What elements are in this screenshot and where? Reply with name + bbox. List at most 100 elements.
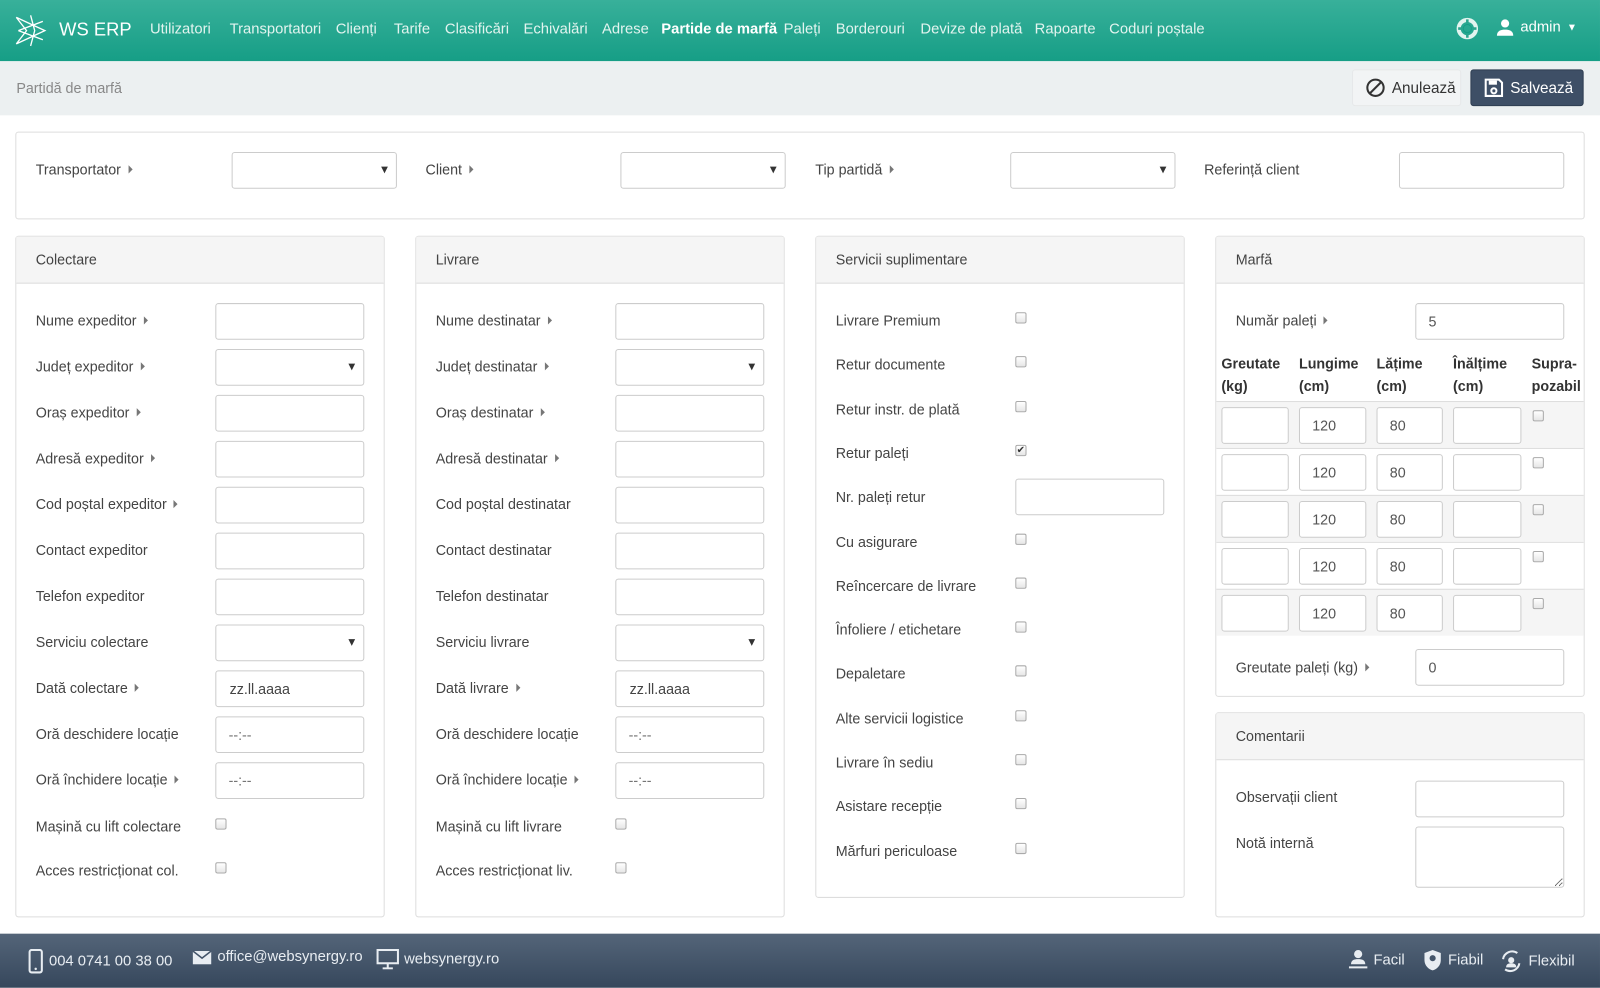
checkbox[interactable]	[1015, 356, 1027, 368]
text-input[interactable]	[615, 394, 765, 432]
field-label: Asistare recepție	[835, 798, 943, 815]
save-button[interactable]: Salvează	[1470, 69, 1584, 107]
pallet-length-input[interactable]	[1298, 501, 1367, 538]
nav-item[interactable]: Clasificări	[444, 21, 510, 38]
checkbox[interactable]	[1015, 798, 1027, 810]
nav-item[interactable]: Clienți	[335, 21, 377, 38]
text-input[interactable]	[1398, 152, 1565, 189]
checkbox[interactable]	[615, 862, 627, 874]
text-input[interactable]	[215, 762, 365, 799]
pallet-width-input[interactable]	[1376, 594, 1443, 632]
pallet-height-input[interactable]	[1453, 547, 1522, 585]
pallet-stackable-checkbox[interactable]	[1532, 457, 1544, 469]
footer-email[interactable]: office@websynergy.ro	[192, 949, 363, 965]
pallet-count-input[interactable]	[1415, 303, 1565, 340]
checkbox[interactable]	[1015, 400, 1027, 412]
cancel-button[interactable]: Anulează	[1352, 69, 1462, 107]
pallet-weight-input[interactable]	[1221, 407, 1289, 444]
pallet-weight-input[interactable]	[1221, 547, 1289, 585]
pallet-stackable-checkbox[interactable]	[1532, 551, 1544, 563]
select-dropdown[interactable]	[215, 348, 365, 386]
total-weight-input[interactable]	[1415, 648, 1565, 686]
checkbox[interactable]	[1015, 621, 1027, 633]
text-input[interactable]	[215, 532, 365, 570]
text-input[interactable]	[615, 440, 765, 478]
nav-item[interactable]: Utilizatori	[149, 21, 211, 38]
select-dropdown[interactable]	[615, 348, 765, 386]
pallet-length-input[interactable]	[1298, 547, 1367, 585]
pallet-weight-input[interactable]	[1221, 501, 1289, 538]
help-lifebuoy-icon[interactable]	[1456, 17, 1479, 40]
pallet-stackable-checkbox[interactable]	[1532, 597, 1544, 610]
pallet-height-input[interactable]	[1453, 454, 1522, 491]
text-input[interactable]	[215, 303, 365, 340]
pallet-height-input[interactable]	[1453, 594, 1522, 632]
brand-name[interactable]: WS ERP	[59, 19, 132, 40]
nav-item[interactable]: Transportatori	[229, 21, 322, 38]
pallet-length-input[interactable]	[1298, 594, 1367, 632]
select-dropdown[interactable]	[1010, 152, 1176, 189]
field-label: Cod poștal destinatar	[435, 495, 571, 513]
nav-item[interactable]: Rapoarte	[1034, 21, 1096, 38]
text-input[interactable]	[1015, 478, 1165, 516]
pallet-width-input[interactable]	[1376, 407, 1443, 444]
save-label: Salvează	[1510, 79, 1574, 97]
collection-title: Colectare	[16, 236, 384, 284]
client-notes-input[interactable]	[1415, 780, 1565, 818]
pallet-weight-input[interactable]	[1221, 454, 1289, 491]
select-dropdown[interactable]	[231, 152, 397, 189]
checkbox[interactable]	[1015, 577, 1027, 589]
internal-note-textarea[interactable]	[1415, 826, 1565, 888]
text-input[interactable]	[215, 394, 365, 432]
field-label: Alte servicii logistice	[835, 709, 964, 727]
text-input[interactable]	[615, 532, 765, 570]
nav-item[interactable]: Paleți	[783, 21, 821, 38]
footer-phone: 004 0741 00 38 00	[28, 948, 173, 974]
text-input[interactable]	[615, 762, 765, 799]
user-menu[interactable]: admin ▼	[1496, 18, 1577, 36]
pallet-height-input[interactable]	[1453, 501, 1522, 538]
text-input[interactable]	[215, 716, 365, 754]
select-dropdown[interactable]	[620, 152, 786, 189]
nav-item[interactable]: Echivalări	[523, 21, 588, 38]
nav-item[interactable]: Devize de plată	[920, 21, 1023, 38]
checkbox[interactable]	[1015, 312, 1027, 324]
checkbox[interactable]	[615, 818, 627, 830]
select-dropdown[interactable]	[615, 624, 765, 662]
date-input[interactable]: zz.ll.aaaa	[615, 670, 765, 708]
text-input[interactable]	[615, 578, 765, 616]
pallet-width-input[interactable]	[1376, 501, 1443, 538]
nav-item[interactable]: Borderouri	[835, 21, 905, 38]
checkbox[interactable]	[1015, 754, 1027, 766]
pallet-weight-input[interactable]	[1221, 594, 1289, 632]
checkbox[interactable]	[1015, 842, 1027, 854]
text-input[interactable]	[215, 486, 365, 524]
pallet-count-label: Număr paleți	[1236, 312, 1328, 329]
text-input[interactable]	[215, 578, 365, 616]
pallet-width-input[interactable]	[1376, 547, 1443, 585]
pallet-stackable-checkbox[interactable]	[1532, 410, 1544, 422]
checkbox[interactable]	[1015, 665, 1027, 677]
nav-item[interactable]: Coduri poștale	[1109, 21, 1205, 38]
footer-website[interactable]: websynergy.ro	[376, 948, 499, 970]
nav-item[interactable]: Partide de marfă	[661, 21, 778, 38]
pallet-length-input[interactable]	[1298, 407, 1367, 444]
checkbox[interactable]	[215, 862, 227, 874]
checkbox[interactable]	[1015, 533, 1027, 545]
text-input[interactable]	[615, 716, 765, 754]
pallet-stackable-checkbox[interactable]	[1532, 504, 1544, 516]
checkbox[interactable]	[215, 818, 227, 830]
text-input[interactable]	[615, 303, 765, 340]
text-input[interactable]	[615, 486, 765, 524]
nav-item[interactable]: Tarife	[393, 21, 431, 38]
pallet-width-input[interactable]	[1376, 454, 1443, 491]
checkbox[interactable]: ✔	[1015, 444, 1027, 457]
nav-item[interactable]: Adrese	[602, 21, 649, 38]
pallet-height-input[interactable]	[1453, 407, 1522, 444]
select-dropdown[interactable]	[215, 624, 365, 662]
pallet-length-input[interactable]	[1298, 454, 1367, 491]
date-input[interactable]: zz.ll.aaaa	[215, 670, 365, 708]
text-input[interactable]	[215, 440, 365, 478]
checkbox[interactable]	[1015, 709, 1027, 722]
total-weight-label: Greutate paleți (kg)	[1236, 659, 1370, 676]
